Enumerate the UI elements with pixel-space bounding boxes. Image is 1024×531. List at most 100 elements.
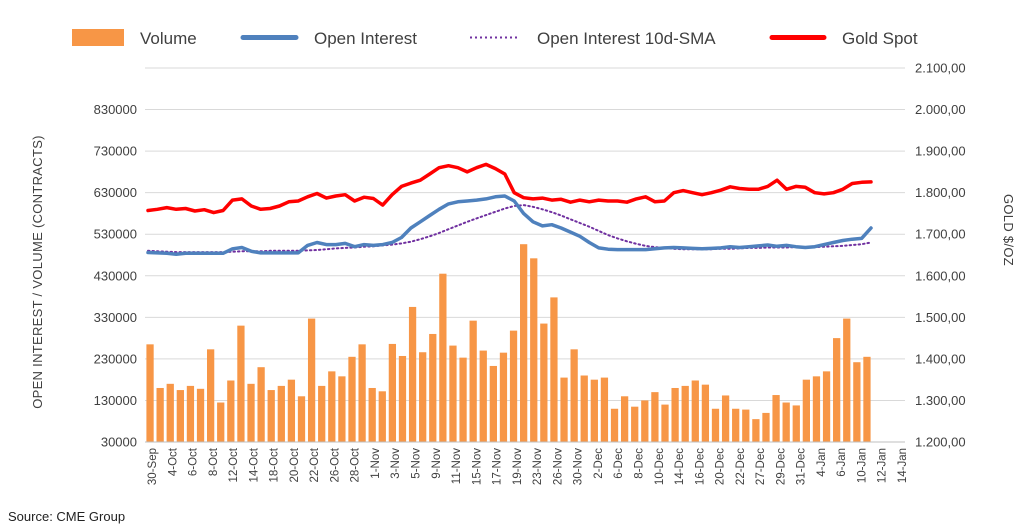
volume-bar [176, 390, 184, 442]
x-tick-label: 29-Dec [775, 448, 787, 485]
x-tick-label: 8-Oct [208, 447, 220, 476]
volume-bar [469, 320, 477, 442]
volume-bar [701, 384, 710, 442]
x-tick-label: 11-Nov [451, 448, 463, 484]
y-left-tick-label: 730000 [94, 144, 137, 159]
volume-bar [237, 325, 245, 442]
volume-bar [822, 371, 831, 442]
volume-bar [419, 352, 427, 442]
volume-bar [408, 306, 417, 442]
lines [146, 162, 873, 256]
volume-bar [257, 367, 265, 442]
volume-bar [540, 323, 548, 442]
volume-bar [812, 376, 821, 442]
volume-bar [661, 404, 669, 442]
volume-bar [843, 318, 851, 442]
x-tick-label: 18-Oct [269, 447, 281, 482]
x-tick-label: 12-Oct [228, 447, 240, 482]
volume-bar [560, 377, 568, 442]
volume-bar [429, 333, 437, 442]
volume-bar [166, 383, 174, 442]
volume-bar [752, 419, 760, 442]
x-tick-label: 14-Oct [248, 447, 260, 482]
x-tick-label: 15-Nov [471, 448, 483, 485]
volume-bar [792, 405, 800, 442]
legend-label-oi-sma: Open Interest 10d-SMA [537, 29, 716, 48]
x-tick-label: 26-Oct [329, 447, 341, 482]
y-left-tick-label: 830000 [94, 102, 137, 117]
source-note: Source: CME Group [8, 509, 125, 524]
x-tick-label: 1-Nov [370, 448, 382, 479]
open-interest-line [146, 194, 873, 256]
volume-bar [762, 412, 770, 442]
x-tick-label: 14-Dec [674, 448, 686, 485]
y-right-tick-label: 1.200,00 [915, 435, 966, 450]
x-tick-label: 3-Nov [390, 448, 402, 479]
y-left-tick-label: 130000 [94, 393, 137, 408]
volume-bar [287, 379, 296, 442]
volume-bar [499, 352, 508, 442]
volume-bars [146, 244, 871, 442]
volume-bar [550, 297, 558, 442]
y-right-tick-label: 2.000,00 [915, 102, 966, 117]
x-tick-label: 9-Nov [431, 448, 443, 479]
volume-bar [600, 377, 609, 442]
legend-swatch-volume [72, 29, 124, 46]
volume-bar [318, 385, 326, 442]
x-tick-label: 2-Dec [593, 448, 605, 479]
y-right-tick-label: 1.700,00 [915, 227, 966, 242]
volume-bar [620, 396, 629, 442]
volume-bar [509, 330, 518, 442]
volume-bar [520, 244, 528, 442]
y-left-tick-label: 230000 [94, 351, 137, 366]
volume-bar [721, 395, 730, 442]
legend-label-gold-spot: Gold Spot [842, 29, 918, 48]
y-left-tick-label: 30000 [101, 435, 137, 450]
volume-bar [530, 258, 538, 442]
legend-label-open-interest: Open Interest [314, 29, 417, 48]
y-right-tick-label: 2.100,00 [915, 61, 966, 76]
x-tick-label: 28-Oct [350, 447, 362, 482]
x-tick-label: 10-Dec [654, 448, 666, 485]
x-tick-label: 26-Nov [552, 448, 564, 485]
x-tick-label: 16-Dec [694, 448, 706, 485]
x-tick-label: 27-Dec [755, 448, 767, 485]
volume-bar [439, 273, 447, 442]
x-tick-label: 23-Nov [532, 448, 544, 485]
volume-bar [651, 392, 659, 442]
volume-bar [348, 356, 356, 442]
x-tick-label: 20-Dec [715, 448, 727, 485]
x-tick-label: 17-Nov [492, 448, 504, 485]
volume-bar [802, 379, 810, 442]
volume-bar [378, 391, 386, 442]
volume-bar [267, 390, 275, 442]
volume-bar [479, 350, 487, 442]
y-right-tick-label: 1.500,00 [915, 310, 966, 325]
x-tick-label: 6-Jan [836, 448, 848, 477]
y-left-tick-label: 630000 [94, 185, 137, 200]
volume-bar [358, 344, 366, 442]
y-left-tick-label: 430000 [94, 268, 137, 283]
x-tick-label: 4-Oct [167, 447, 179, 476]
volume-bar [146, 344, 154, 442]
volume-bar [368, 387, 376, 442]
volume-bar [217, 402, 225, 442]
x-tick-label: 30-Sep [147, 448, 159, 485]
y-left-tick-label: 330000 [94, 310, 137, 325]
x-tick-label: 30-Nov [573, 448, 585, 485]
y-right-tick-label: 1.900,00 [915, 144, 966, 159]
volume-bar [671, 387, 679, 442]
y-right-tick-label: 1.300,00 [915, 393, 966, 408]
volume-bar [207, 349, 215, 442]
volume-bar [732, 408, 740, 442]
legend: Volume Open Interest Open Interest 10d-S… [72, 29, 918, 48]
y-right-tick-label: 1.400,00 [915, 351, 966, 366]
volume-bar [247, 383, 255, 442]
volume-bar [610, 408, 619, 442]
x-tick-label: 31-Dec [796, 448, 808, 485]
volume-bar [772, 395, 780, 442]
volume-bar [297, 396, 306, 442]
volume-bar [711, 408, 720, 442]
volume-bar [641, 400, 649, 442]
